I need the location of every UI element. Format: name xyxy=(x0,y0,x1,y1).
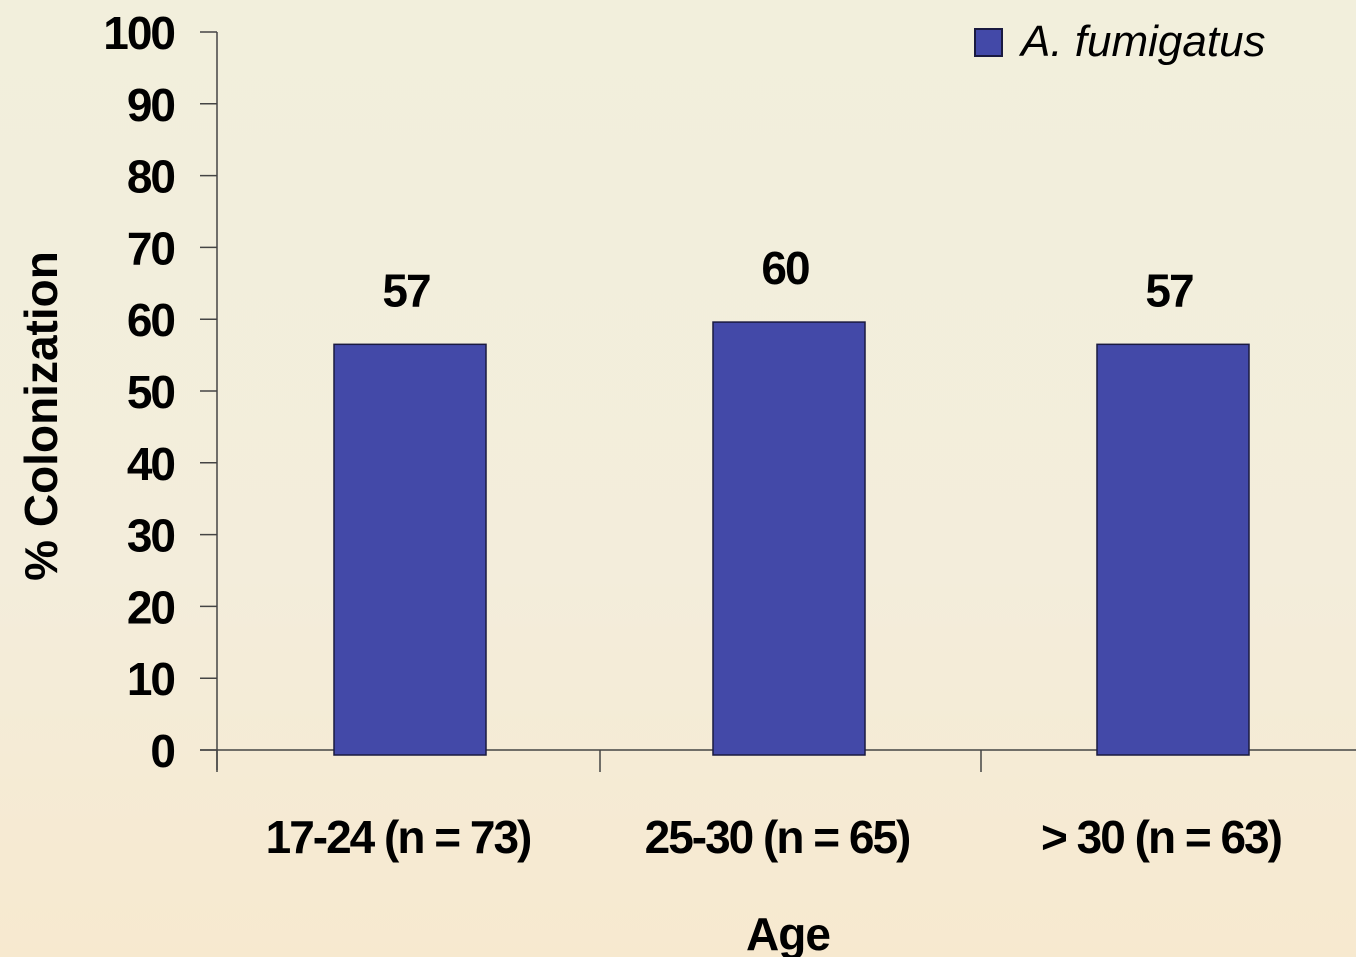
bar xyxy=(333,343,487,756)
y-tick-label: 70 xyxy=(127,222,175,274)
y-tick-label: 20 xyxy=(127,581,175,633)
bar xyxy=(1096,343,1250,756)
x-axis-title: Age xyxy=(746,908,830,957)
y-tick-label: 60 xyxy=(127,294,175,346)
x-category-label: 25-30 (n = 65) xyxy=(645,811,910,863)
y-axis: 0 10 20 30 40 50 60 70 80 90 100 xyxy=(103,7,218,777)
x-category-label: 17-24 (n = 73) xyxy=(266,811,531,863)
y-tick-label: 0 xyxy=(150,725,174,777)
legend: A. fumigatus xyxy=(974,17,1266,66)
y-tick-label: 100 xyxy=(103,7,174,59)
data-labels: 57 60 57 xyxy=(382,242,1195,316)
x-category-label: > 30 (n = 63) xyxy=(1041,811,1282,863)
bar-data-label: 57 xyxy=(1145,264,1193,316)
y-tick-label: 40 xyxy=(127,438,175,490)
legend-swatch xyxy=(974,28,1003,57)
bar-data-label: 60 xyxy=(761,242,809,294)
y-tick-label: 50 xyxy=(127,366,175,418)
bar-series xyxy=(333,321,1250,756)
category-labels: 17-24 (n = 73) 25-30 (n = 65) > 30 (n = 63… xyxy=(266,811,1284,863)
bar-data-label: 57 xyxy=(382,264,430,316)
y-axis-title: % Colonization xyxy=(15,251,67,581)
y-tick-label: 90 xyxy=(127,79,175,131)
y-tick-label: 10 xyxy=(127,653,175,705)
legend-label: A. fumigatus xyxy=(1018,17,1266,66)
y-tick-label: 30 xyxy=(127,510,175,562)
y-tick-label: 80 xyxy=(127,151,175,203)
bar xyxy=(712,321,866,756)
